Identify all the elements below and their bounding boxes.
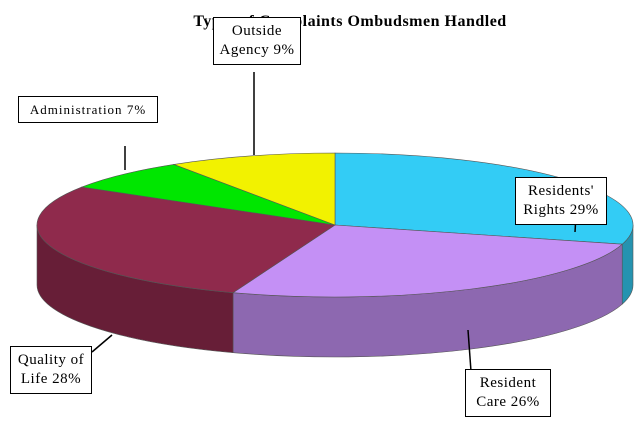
value-label: 29% (569, 202, 599, 218)
slice (232, 224, 623, 298)
data-label: Administration 7% (18, 96, 158, 123)
slice (172, 152, 336, 226)
category-label: Quality of Life (17, 352, 85, 387)
leader-line (91, 334, 113, 353)
value-label: 26% (510, 394, 540, 410)
value-label: 28% (52, 371, 82, 387)
slice (36, 186, 336, 293)
category-label: Residents' Rights (523, 183, 595, 218)
data-label: Residents' Rights 29% (515, 177, 607, 225)
data-label: Outside Agency 9% (213, 17, 301, 65)
data-label: Quality of Life 28% (10, 346, 92, 394)
category-label: Outside Agency (219, 23, 283, 58)
value-label: 9% (273, 42, 295, 58)
data-label: Resident Care 26% (465, 369, 551, 417)
slice (80, 164, 336, 226)
category-label: Resident Care (476, 375, 537, 410)
value-label: 7% (126, 102, 147, 117)
category-label: Administration (29, 102, 123, 117)
